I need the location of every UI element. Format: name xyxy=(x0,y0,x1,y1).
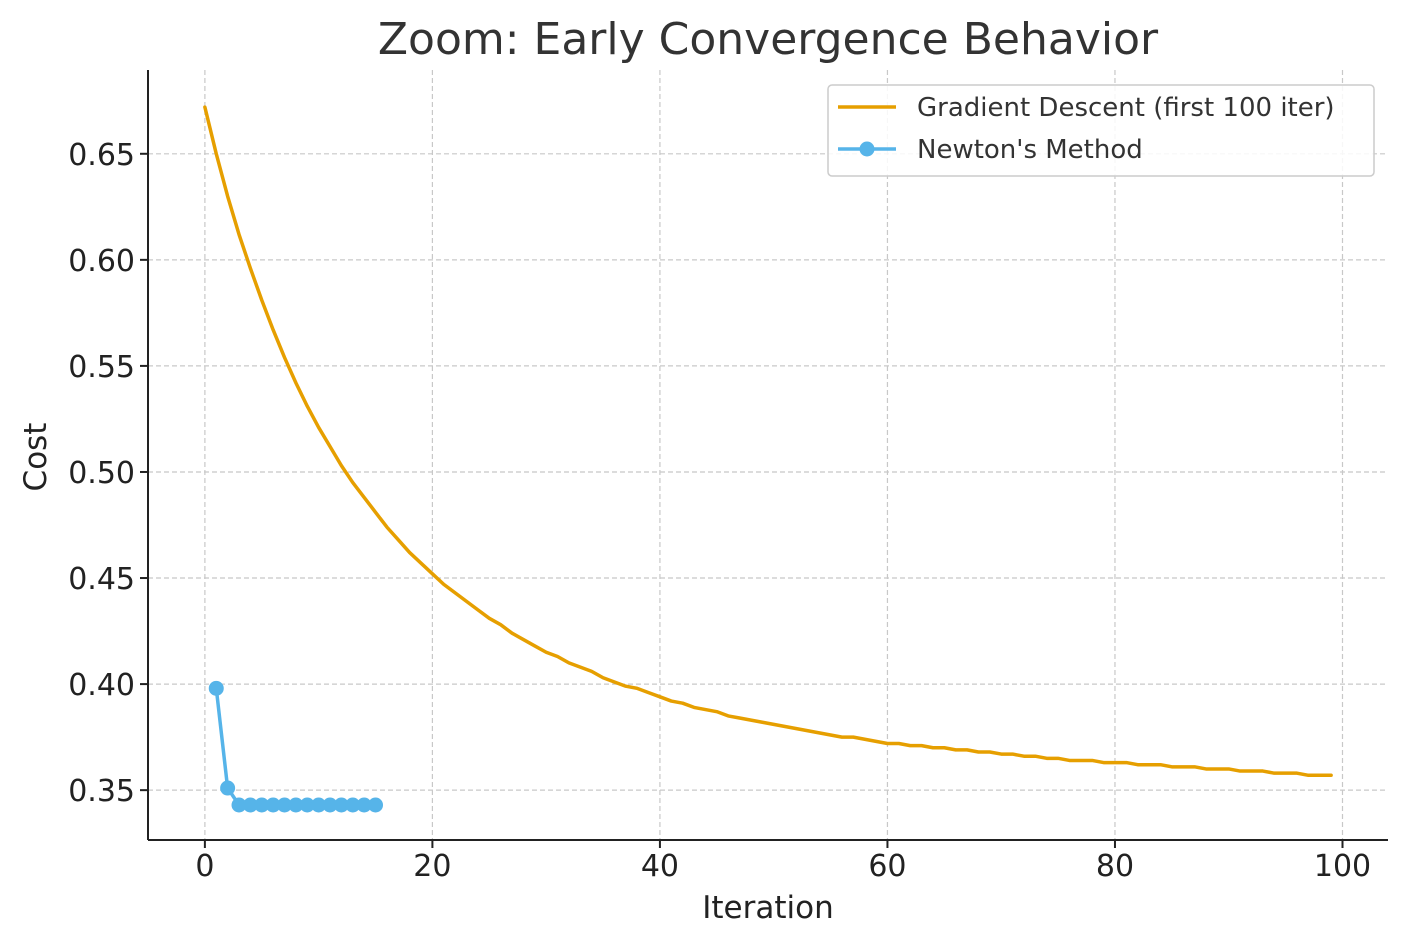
data-point-newtons-method xyxy=(208,680,224,696)
y-tick-label: 0.40 xyxy=(68,668,135,703)
legend-marker-newtons-method xyxy=(859,141,875,157)
y-tick-label: 0.45 xyxy=(68,562,135,597)
chart-title: Zoom: Early Convergence Behavior xyxy=(378,14,1159,65)
x-tick-label: 0 xyxy=(195,849,214,884)
legend-frame xyxy=(827,84,1375,177)
ticks: 0 20 40 60 80 100 0.35 0.40 0.45 0.50 0.55 0.60 0.65 xyxy=(68,138,1371,884)
y-axis-title: Cost xyxy=(18,423,54,492)
y-tick-label: 0.35 xyxy=(68,774,135,809)
y-tick-label: 0.65 xyxy=(68,138,135,173)
data-point-newtons-method xyxy=(311,797,327,813)
grid xyxy=(148,70,1388,840)
data-point-newtons-method xyxy=(242,797,258,813)
data-point-newtons-method xyxy=(345,797,361,813)
data-point-newtons-method xyxy=(299,797,315,813)
legend: Gradient Descent (first 100 iter) Newton… xyxy=(827,84,1375,177)
data-point-newtons-method xyxy=(356,797,372,813)
data-point-newtons-method xyxy=(254,797,270,813)
x-tick-label: 60 xyxy=(868,849,906,884)
data-point-newtons-method xyxy=(265,797,281,813)
y-tick-label: 0.60 xyxy=(68,244,135,279)
legend-label-gradient-descent: Gradient Descent (first 100 iter) xyxy=(917,93,1335,123)
x-tick-label: 80 xyxy=(1096,849,1134,884)
y-tick-label: 0.50 xyxy=(68,456,135,491)
data-point-newtons-method xyxy=(231,797,247,813)
series xyxy=(203,105,1333,813)
x-tick-label: 40 xyxy=(641,849,679,884)
y-tick-label: 0.55 xyxy=(68,350,135,385)
legend-label-newtons-method: Newton's Method xyxy=(917,135,1143,165)
x-tick-label: 20 xyxy=(413,849,451,884)
x-axis-title: Iteration xyxy=(702,890,834,926)
data-point-newtons-method xyxy=(368,797,384,813)
series-line-newtons-method xyxy=(214,686,378,807)
axes xyxy=(147,70,1388,841)
data-point-newtons-method xyxy=(333,797,349,813)
data-point-newtons-method xyxy=(277,797,293,813)
data-point-newtons-method xyxy=(288,797,304,813)
data-point-newtons-method xyxy=(322,797,338,813)
x-tick-label: 100 xyxy=(1314,849,1371,884)
data-point-newtons-method xyxy=(220,780,236,796)
series-line-gradient-descent xyxy=(203,105,1333,778)
